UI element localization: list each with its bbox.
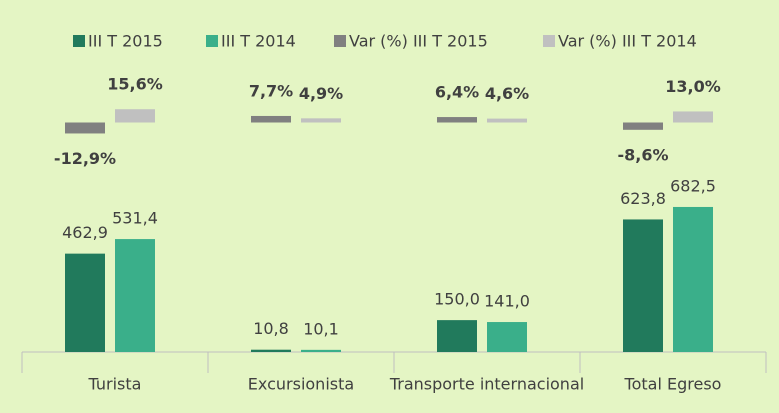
legend-swatch — [334, 35, 346, 47]
bar — [65, 253, 105, 352]
bar — [115, 239, 155, 352]
legend-swatch — [543, 35, 555, 47]
var-bar — [487, 118, 527, 123]
legend-label: III T 2014 — [221, 32, 296, 51]
data-label: 4,9% — [299, 84, 343, 103]
x-tick-label: Total Egreso — [624, 375, 722, 394]
bar — [487, 322, 527, 352]
x-tick-label: Excursionista — [248, 375, 354, 394]
legend-swatch — [73, 35, 85, 47]
data-label: 150,0 — [434, 290, 480, 309]
x-tick-label: Turista — [88, 375, 142, 394]
bar — [623, 219, 663, 352]
var-bar — [251, 115, 291, 123]
data-label: 531,4 — [112, 209, 158, 228]
x-tick-label: Transporte internacional — [389, 375, 584, 394]
data-label: 4,6% — [485, 84, 529, 103]
var-bar — [115, 109, 155, 123]
legend-label: III T 2015 — [88, 32, 163, 51]
data-label: 462,9 — [62, 223, 108, 242]
var-bar — [301, 118, 341, 123]
data-label: 7,7% — [249, 81, 293, 100]
var-bar — [437, 117, 477, 123]
var-bar — [623, 122, 663, 130]
bar — [301, 349, 341, 352]
data-label: 6,4% — [435, 83, 479, 102]
data-label: 623,8 — [620, 189, 666, 208]
data-label: 13,0% — [665, 77, 721, 96]
var-bar — [673, 111, 713, 123]
legend-swatch — [206, 35, 218, 47]
legend-label: Var (%) III T 2014 — [558, 32, 697, 51]
var-bar — [65, 122, 105, 134]
bar — [673, 206, 713, 352]
data-label: 141,0 — [484, 292, 530, 311]
bar — [437, 320, 477, 352]
bar — [251, 349, 291, 352]
data-label: 15,6% — [107, 75, 163, 94]
data-label: -8,6% — [617, 145, 668, 164]
data-label: 682,5 — [670, 176, 716, 195]
data-label: -12,9% — [54, 149, 116, 168]
data-label: 10,1 — [303, 319, 339, 338]
legend-label: Var (%) III T 2015 — [349, 32, 488, 51]
data-label: 10,8 — [253, 319, 289, 338]
